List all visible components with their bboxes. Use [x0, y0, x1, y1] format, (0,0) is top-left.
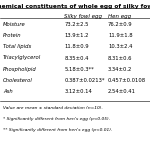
Text: 73.2±2.5: 73.2±2.5: [64, 22, 89, 27]
Text: Total lipids: Total lipids: [3, 44, 31, 49]
Text: * Significantly different from hen's egg (p<0.05).: * Significantly different from hen's egg…: [3, 117, 110, 121]
Text: 11.9±1.8: 11.9±1.8: [108, 33, 133, 38]
Text: Ash: Ash: [3, 89, 13, 94]
Text: Moisture: Moisture: [3, 22, 26, 27]
Text: Triacylglycerol: Triacylglycerol: [3, 56, 41, 60]
Text: ** Significantly different from hen's egg (p<0.01).: ** Significantly different from hen's eg…: [3, 128, 112, 132]
Text: 11.8±0.9: 11.8±0.9: [64, 44, 89, 49]
Text: Hen egg: Hen egg: [108, 14, 131, 19]
Text: 3.12±0.14: 3.12±0.14: [64, 89, 92, 94]
Text: Value are mean ± standard deviation (n=10).: Value are mean ± standard deviation (n=1…: [3, 106, 103, 110]
Text: 8.35±0.4: 8.35±0.4: [64, 56, 89, 60]
Text: 76.2±0.9: 76.2±0.9: [108, 22, 133, 27]
Text: 13.9±1.2: 13.9±1.2: [64, 33, 89, 38]
Text: Silky fowl egg: Silky fowl egg: [64, 14, 102, 19]
Text: 0.457±0.0108: 0.457±0.0108: [108, 78, 146, 83]
Text: 3.34±0.2: 3.34±0.2: [108, 67, 132, 72]
Text: Protein: Protein: [3, 33, 22, 38]
Text: 10.3±2.4: 10.3±2.4: [108, 44, 132, 49]
Text: 8.31±0.6: 8.31±0.6: [108, 56, 132, 60]
Text: Table 2:Chemical constituents of whole egg of silky fowl and hen: Table 2:Chemical constituents of whole e…: [0, 4, 150, 9]
Text: Phospholipid: Phospholipid: [3, 67, 37, 72]
Text: Cholesterol: Cholesterol: [3, 78, 33, 83]
Text: 0.387±0.0213*: 0.387±0.0213*: [64, 78, 105, 83]
Text: 5.18±0.3**: 5.18±0.3**: [64, 67, 94, 72]
Text: 2.54±0.41: 2.54±0.41: [108, 89, 136, 94]
